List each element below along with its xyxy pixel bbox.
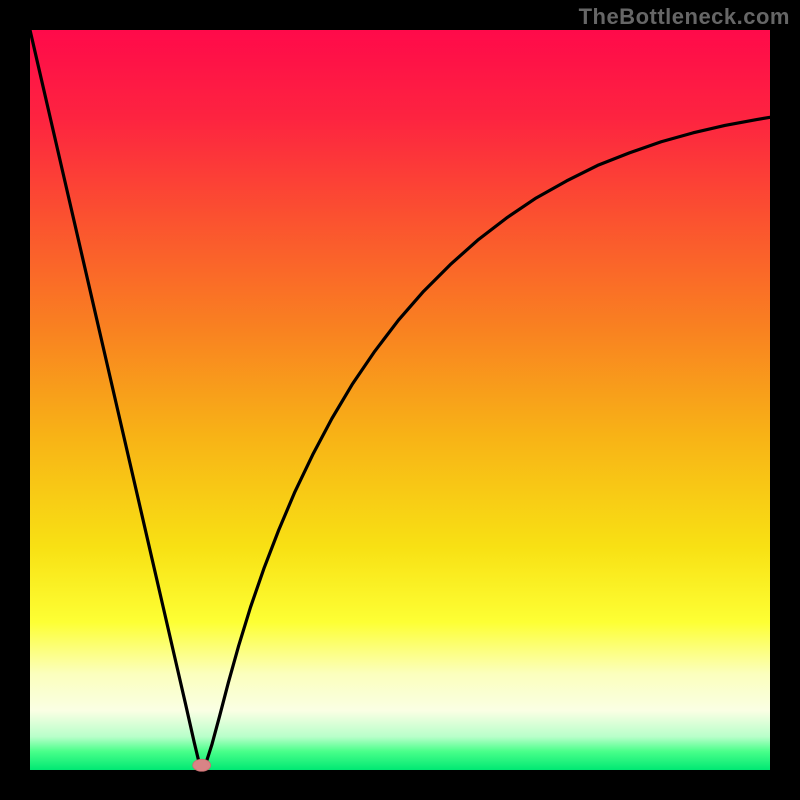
chart-container: TheBottleneck.com <box>0 0 800 800</box>
bottleneck-chart-svg <box>0 0 800 800</box>
watermark-text: TheBottleneck.com <box>579 4 790 30</box>
optimal-point-marker <box>193 759 211 771</box>
